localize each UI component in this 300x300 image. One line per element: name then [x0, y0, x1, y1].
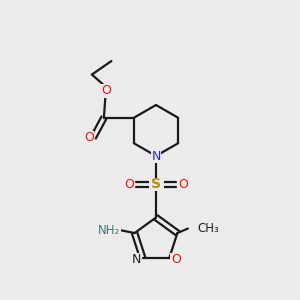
Text: S: S — [151, 178, 161, 191]
Text: O: O — [124, 178, 134, 191]
Text: O: O — [171, 253, 181, 266]
Text: O: O — [101, 84, 111, 97]
Text: NH₂: NH₂ — [98, 224, 120, 236]
Text: NH₂: NH₂ — [98, 224, 120, 236]
Text: O: O — [101, 84, 111, 97]
Text: CH₃: CH₃ — [197, 222, 219, 235]
Text: N: N — [131, 253, 141, 266]
Text: O: O — [178, 178, 188, 191]
FancyBboxPatch shape — [148, 178, 164, 191]
Text: N: N — [131, 253, 141, 266]
Text: O: O — [84, 131, 94, 144]
Text: N: N — [151, 149, 161, 163]
Text: O: O — [124, 178, 134, 191]
Text: N: N — [151, 149, 161, 163]
Text: O: O — [171, 253, 181, 266]
Text: O: O — [178, 178, 188, 191]
Text: O: O — [84, 131, 94, 144]
Text: CH₃: CH₃ — [197, 222, 219, 235]
